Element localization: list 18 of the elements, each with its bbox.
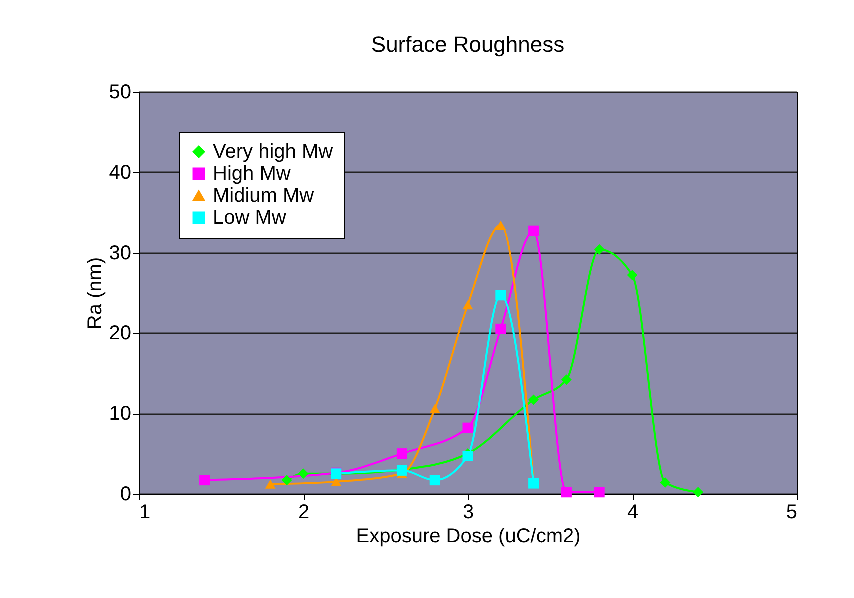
y-tick-label: 50 xyxy=(109,82,132,104)
x-tick-label: 3 xyxy=(462,502,474,524)
x-axis-title: Exposure Dose (uC/cm2) xyxy=(356,526,581,548)
y-tick-label: 0 xyxy=(120,484,132,506)
x-tick-label: 5 xyxy=(786,502,798,524)
legend-label: High Mw xyxy=(213,163,292,185)
legend-label: Midium Mw xyxy=(213,185,315,207)
x-tick-label: 2 xyxy=(298,502,310,524)
y-axis-title: Ra (nm) xyxy=(84,257,106,330)
x-tick-label: 4 xyxy=(627,502,639,524)
legend-label: Very high Mw xyxy=(213,141,334,163)
y-tick-label: 30 xyxy=(109,242,132,264)
legend-label: Low Mw xyxy=(213,207,287,229)
chart-title: Surface Roughness xyxy=(371,32,565,57)
y-tick-label: 10 xyxy=(109,403,132,426)
y-tick-label: 20 xyxy=(109,322,132,345)
x-tick-label: 1 xyxy=(140,502,151,524)
y-tick-label: 40 xyxy=(109,162,132,184)
